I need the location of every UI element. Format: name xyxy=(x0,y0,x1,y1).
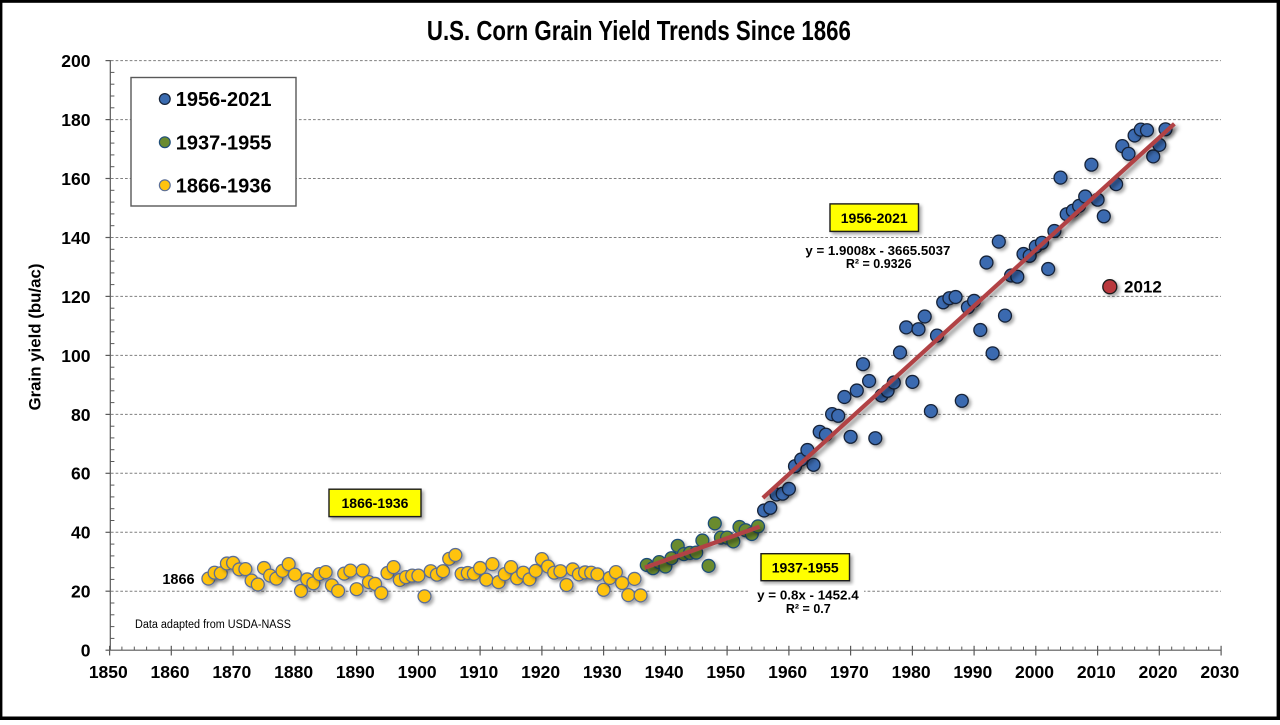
svg-text:1980: 1980 xyxy=(892,662,931,682)
svg-text:1930: 1930 xyxy=(583,662,622,682)
svg-text:2020: 2020 xyxy=(1139,662,1178,682)
svg-text:1910: 1910 xyxy=(459,662,498,682)
svg-text:U.S. Corn Grain Yield Trends S: U.S. Corn Grain Yield Trends Since 1866 xyxy=(427,15,851,46)
svg-text:R² = 0.9326: R² = 0.9326 xyxy=(846,257,912,271)
svg-text:y = 1.9008x - 3665.5037: y = 1.9008x - 3665.5037 xyxy=(805,244,950,258)
svg-text:200: 200 xyxy=(61,51,90,71)
svg-text:2012: 2012 xyxy=(1124,278,1162,297)
svg-text:Grain yield (bu/ac): Grain yield (bu/ac) xyxy=(26,264,45,411)
svg-text:1937-1955: 1937-1955 xyxy=(176,132,272,154)
svg-text:1870: 1870 xyxy=(212,662,251,682)
svg-text:1890: 1890 xyxy=(336,662,375,682)
svg-text:160: 160 xyxy=(61,169,90,189)
svg-text:R² = 0.7: R² = 0.7 xyxy=(786,602,831,616)
svg-text:1956-2021: 1956-2021 xyxy=(841,210,908,226)
svg-text:180: 180 xyxy=(61,110,90,130)
svg-text:2030: 2030 xyxy=(1200,662,1239,682)
svg-text:1900: 1900 xyxy=(398,662,437,682)
svg-text:1937-1955: 1937-1955 xyxy=(772,559,839,575)
svg-text:1866-1936: 1866-1936 xyxy=(342,495,409,511)
svg-text:80: 80 xyxy=(71,405,91,425)
svg-text:0: 0 xyxy=(81,641,91,661)
svg-text:1860: 1860 xyxy=(151,662,190,682)
svg-text:1866-1936: 1866-1936 xyxy=(176,176,272,198)
svg-text:1940: 1940 xyxy=(645,662,684,682)
svg-text:2000: 2000 xyxy=(1015,662,1054,682)
svg-text:Data adapted from USDA-NASS: Data adapted from USDA-NASS xyxy=(135,619,291,631)
svg-text:20: 20 xyxy=(71,582,91,602)
svg-text:1866: 1866 xyxy=(162,572,194,588)
svg-text:1950: 1950 xyxy=(706,662,745,682)
svg-text:2010: 2010 xyxy=(1077,662,1116,682)
svg-text:1850: 1850 xyxy=(89,662,128,682)
svg-text:140: 140 xyxy=(61,228,90,248)
svg-text:1920: 1920 xyxy=(521,662,560,682)
svg-text:100: 100 xyxy=(61,346,90,366)
svg-text:1990: 1990 xyxy=(953,662,992,682)
svg-text:1880: 1880 xyxy=(274,662,313,682)
svg-text:1956-2021: 1956-2021 xyxy=(176,89,272,111)
svg-text:60: 60 xyxy=(71,464,91,484)
svg-text:y = 0.8x - 1452.4: y = 0.8x - 1452.4 xyxy=(757,589,859,603)
svg-text:1970: 1970 xyxy=(830,662,869,682)
svg-text:1960: 1960 xyxy=(768,662,807,682)
svg-text:40: 40 xyxy=(71,523,91,543)
svg-text:120: 120 xyxy=(61,287,90,307)
